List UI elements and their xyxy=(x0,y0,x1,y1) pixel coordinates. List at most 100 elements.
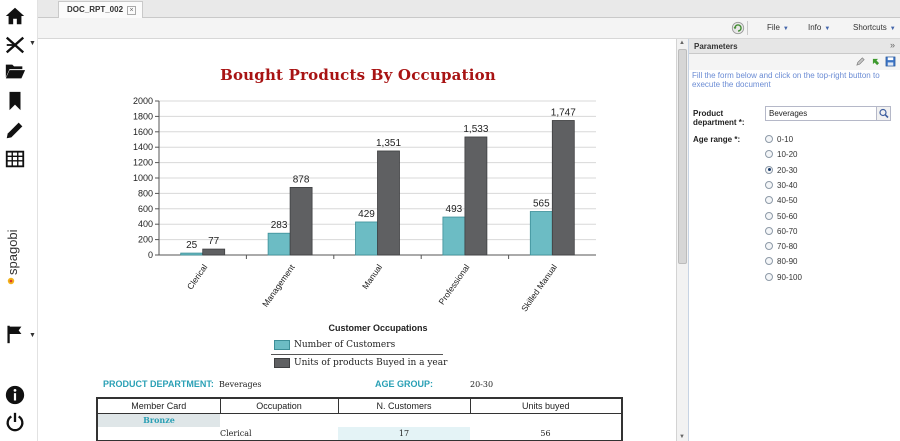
edit-icon[interactable] xyxy=(855,56,866,67)
chart-legend: Number of Customers Units of products Bu… xyxy=(271,337,447,373)
search-icon[interactable] xyxy=(876,107,890,120)
home-icon[interactable] xyxy=(4,5,26,27)
scroll-down-icon[interactable]: ▼ xyxy=(679,434,685,440)
file-menu[interactable]: File ▼ xyxy=(767,23,789,32)
tab-document[interactable]: DOC_RPT_002 × xyxy=(58,1,144,18)
y-tick-label: 1600 xyxy=(133,127,153,137)
y-tick-label: 400 xyxy=(138,219,153,229)
age-option-50-60[interactable]: 50-60 xyxy=(765,211,798,224)
data-label: 1,351 xyxy=(376,138,401,149)
scrollbar-thumb[interactable] xyxy=(678,49,687,264)
data-label: 1,533 xyxy=(463,124,488,135)
shortcuts-menu[interactable]: Shortcuts ▼ xyxy=(853,23,896,32)
age-option-label: 20-30 xyxy=(777,165,798,175)
save-icon[interactable] xyxy=(885,56,896,67)
y-tick-label: 0 xyxy=(148,250,153,260)
age-option-90-100[interactable]: 90-100 xyxy=(765,272,802,285)
radio-button[interactable] xyxy=(765,242,773,251)
age-option-60-70[interactable]: 60-70 xyxy=(765,226,797,239)
x-tick-label: Professional xyxy=(437,262,472,306)
age-option-label: 50-60 xyxy=(777,211,798,221)
tab-strip: DOC_RPT_002 × xyxy=(38,0,900,18)
folder-open-icon[interactable] xyxy=(4,60,26,82)
legend-item-units: Units of products Buyed in a year xyxy=(271,355,447,373)
legend-item-customers: Number of Customers xyxy=(271,337,443,355)
bar-chart: 0 200 400 600 800 1000 1200 1400 1600 1800 2000 25 7… xyxy=(133,96,596,313)
document-toolbar: File ▼ Info ▼ Shortcuts ▼ xyxy=(38,18,900,39)
x-tick-label: Manual xyxy=(360,262,384,291)
age-filter-value: 20-30 xyxy=(470,380,494,389)
power-icon[interactable] xyxy=(4,411,26,433)
close-icon[interactable]: × xyxy=(127,6,137,15)
radio-button[interactable] xyxy=(765,150,773,159)
age-option-80-90[interactable]: 80-90 xyxy=(765,257,797,269)
radio-button[interactable] xyxy=(765,165,773,174)
legend-swatch xyxy=(274,340,290,350)
table-group-row: Bronze xyxy=(97,413,622,427)
spagobi-logo: spagobi xyxy=(4,215,24,287)
age-option-10-20[interactable]: 10-20 xyxy=(765,150,797,162)
left-nav: ▼ spagobi ▼ xyxy=(0,0,38,441)
bookmark-icon[interactable] xyxy=(4,90,26,112)
collapse-icon[interactable]: » xyxy=(889,40,895,50)
age-option-20-30[interactable]: 20-30 xyxy=(765,165,798,178)
flag-icon[interactable] xyxy=(4,323,26,345)
scroll-up-icon[interactable]: ▲ xyxy=(679,40,685,46)
y-tick-label: 1000 xyxy=(133,173,153,183)
x-tick-label: Skilled Manual xyxy=(519,262,559,313)
chevron-down-icon[interactable]: ▼ xyxy=(29,40,36,47)
bar-units xyxy=(289,186,313,256)
y-tick-label: 2000 xyxy=(133,96,153,106)
parameters-panel: Parameters » Fill the form below and cli… xyxy=(688,39,900,441)
chart-title: Bought Products By Occupation xyxy=(220,66,496,84)
dept-filter-label: PRODUCT DEPARTMENT: xyxy=(103,379,214,389)
occupation-cell: Clerical xyxy=(220,429,252,438)
data-label: 1,747 xyxy=(551,107,576,118)
column-header: Occupation xyxy=(219,397,339,414)
radio-button[interactable] xyxy=(765,272,773,281)
info-menu[interactable]: Info ▼ xyxy=(808,23,830,32)
chevron-down-icon[interactable]: ▼ xyxy=(29,332,36,339)
x-tick-label: Clerical xyxy=(185,262,210,291)
execute-icon[interactable] xyxy=(870,56,881,67)
data-label: 565 xyxy=(533,198,550,209)
radio-button[interactable] xyxy=(765,257,773,266)
shortcuts-menu-label: Shortcuts xyxy=(853,23,887,32)
bar-units xyxy=(377,150,400,256)
y-tick-label: 600 xyxy=(138,204,153,214)
table-icon[interactable] xyxy=(4,148,26,170)
info-icon[interactable] xyxy=(4,384,26,406)
pencil-icon[interactable] xyxy=(4,119,26,141)
radio-button[interactable] xyxy=(765,211,773,220)
radio-button[interactable] xyxy=(765,180,773,189)
age-option-0-10[interactable]: 0-10 xyxy=(765,135,793,147)
bar-units xyxy=(551,120,575,256)
radio-button[interactable] xyxy=(765,196,773,205)
age-option-70-80[interactable]: 70-80 xyxy=(765,242,797,254)
dept-param-label: Product department *: xyxy=(693,109,745,127)
document-area: 0 200 400 600 800 1000 1200 1400 1600 1800 2000 25 7… xyxy=(38,39,676,441)
data-label: 429 xyxy=(358,209,375,220)
document-scrollbar[interactable]: ▲ ▼ xyxy=(676,39,688,441)
radio-button[interactable] xyxy=(765,135,773,143)
data-label: 493 xyxy=(446,204,463,215)
chevron-down-icon: ▼ xyxy=(889,26,896,32)
parameters-help-text: Fill the form below and click on the top… xyxy=(692,71,880,89)
age-option-30-40[interactable]: 30-40 xyxy=(765,180,798,193)
dept-param-input[interactable]: Beverages xyxy=(765,106,891,121)
age-option-label: 30-40 xyxy=(777,180,798,190)
radio-button[interactable] xyxy=(765,226,773,235)
data-label: 283 xyxy=(271,220,288,231)
data-label: 878 xyxy=(293,174,310,185)
x-tick-label: Management xyxy=(260,262,297,309)
refresh-icon[interactable] xyxy=(731,21,745,35)
age-option-label: 70-80 xyxy=(777,242,798,252)
y-tick-label: 1200 xyxy=(133,158,153,168)
age-option-40-50[interactable]: 40-50 xyxy=(765,196,797,208)
customers-cell: 17 xyxy=(338,427,470,441)
cockpit-icon[interactable] xyxy=(4,34,26,56)
data-label: 25 xyxy=(186,240,198,251)
age-option-label: 0-10 xyxy=(777,135,794,144)
units-cell: 56 xyxy=(540,429,551,438)
column-header: N. Customers xyxy=(337,397,471,414)
